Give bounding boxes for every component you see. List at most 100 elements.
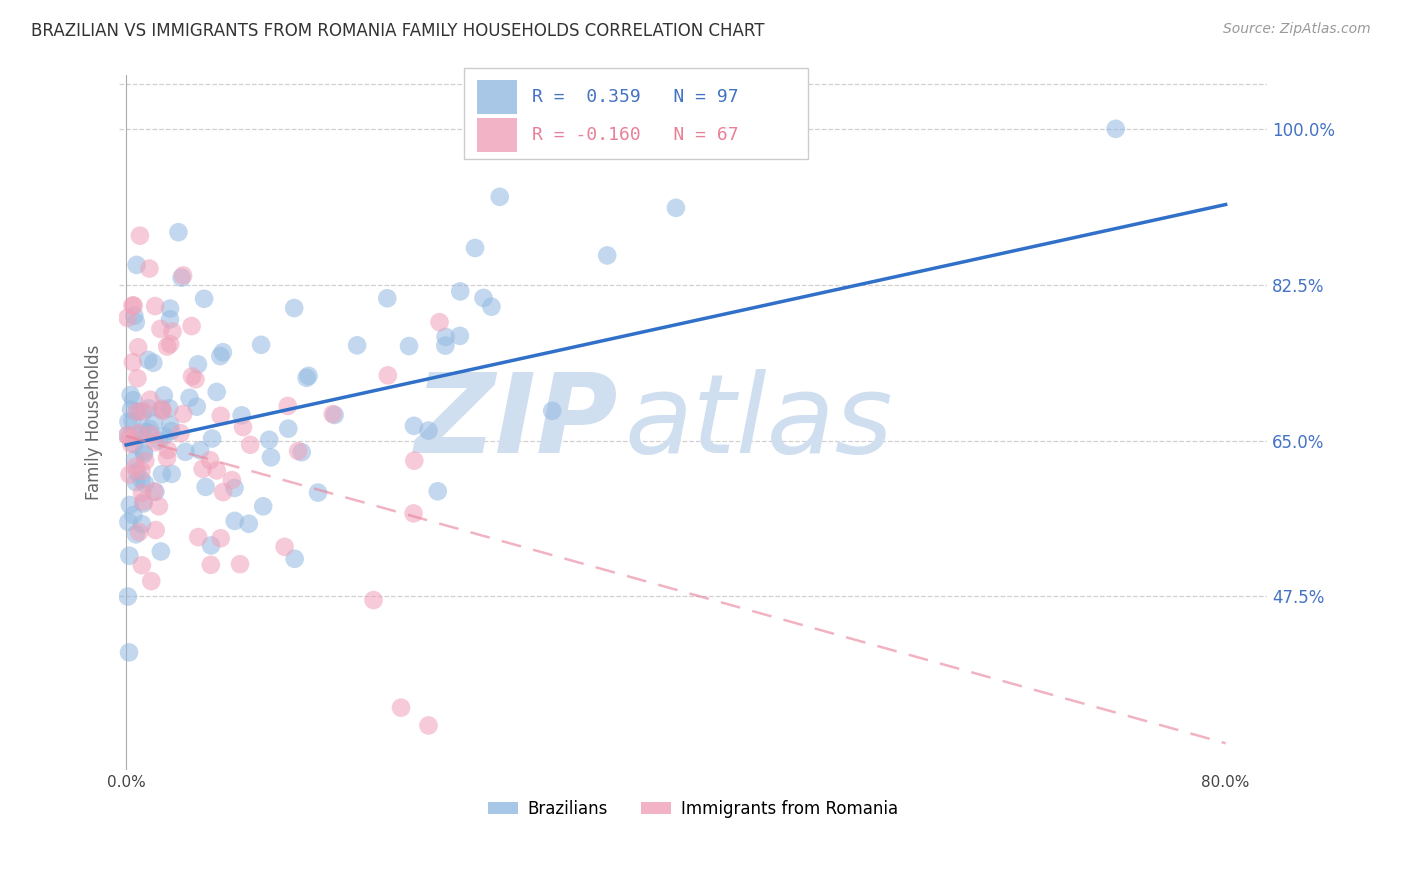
Point xyxy=(143,415,166,429)
Point xyxy=(118,498,141,512)
Point xyxy=(229,557,252,571)
Point xyxy=(120,388,142,402)
Point xyxy=(131,558,153,573)
Point xyxy=(142,356,165,370)
Point xyxy=(167,225,190,239)
Point xyxy=(200,538,222,552)
Point xyxy=(159,301,181,316)
Point xyxy=(127,426,149,441)
Text: R = -0.160   N = 67: R = -0.160 N = 67 xyxy=(533,126,740,145)
Point xyxy=(209,531,232,545)
Point xyxy=(187,357,209,371)
Point xyxy=(156,443,179,458)
Point xyxy=(148,500,170,514)
Point xyxy=(295,371,318,385)
Point xyxy=(117,428,139,442)
Point xyxy=(124,437,146,451)
Point xyxy=(132,444,155,458)
Point xyxy=(134,476,156,491)
Point xyxy=(145,523,167,537)
Point xyxy=(131,517,153,532)
FancyBboxPatch shape xyxy=(477,119,517,152)
Point xyxy=(322,407,344,421)
Point xyxy=(127,340,149,354)
Point xyxy=(121,414,143,428)
Point xyxy=(121,355,143,369)
Point xyxy=(127,371,149,385)
Point xyxy=(150,401,173,416)
Point xyxy=(122,508,145,522)
Point xyxy=(346,338,368,352)
Point xyxy=(132,447,155,461)
Point xyxy=(375,291,398,305)
Point xyxy=(665,201,688,215)
Point xyxy=(131,486,153,500)
FancyBboxPatch shape xyxy=(464,69,808,159)
Point xyxy=(159,337,181,351)
Point xyxy=(429,315,451,329)
Point xyxy=(121,298,143,312)
Point xyxy=(231,409,253,423)
Point xyxy=(141,574,163,588)
Point xyxy=(363,593,385,607)
Point xyxy=(157,401,180,416)
Point xyxy=(238,516,260,531)
Point xyxy=(132,404,155,418)
Point xyxy=(129,427,152,442)
Point xyxy=(596,248,619,262)
Point xyxy=(138,261,160,276)
Point xyxy=(132,496,155,510)
Point xyxy=(159,312,181,326)
Point xyxy=(402,418,425,433)
Point xyxy=(277,399,299,413)
Point xyxy=(232,420,254,434)
Point xyxy=(152,388,174,402)
Point xyxy=(122,393,145,408)
Point xyxy=(212,485,235,500)
Point xyxy=(200,558,222,572)
Point xyxy=(138,401,160,416)
Text: atlas: atlas xyxy=(624,369,893,476)
Point xyxy=(159,417,181,432)
Point xyxy=(148,434,170,448)
Point xyxy=(434,338,457,352)
Point xyxy=(139,427,162,442)
Point xyxy=(188,443,211,458)
Point xyxy=(426,484,449,499)
Point xyxy=(209,409,232,423)
Point xyxy=(136,352,159,367)
Point xyxy=(209,349,232,363)
Point xyxy=(170,270,193,285)
Point xyxy=(153,429,176,443)
Point xyxy=(307,485,329,500)
Point xyxy=(404,453,426,467)
Point xyxy=(273,540,295,554)
Point xyxy=(323,408,346,422)
Point xyxy=(291,445,314,459)
Point xyxy=(124,452,146,467)
Point xyxy=(252,500,274,514)
Point xyxy=(125,459,148,474)
Point xyxy=(180,319,202,334)
Text: BRAZILIAN VS IMMIGRANTS FROM ROMANIA FAMILY HOUSEHOLDS CORRELATION CHART: BRAZILIAN VS IMMIGRANTS FROM ROMANIA FAM… xyxy=(31,22,765,40)
Point xyxy=(120,402,142,417)
Point xyxy=(284,551,307,566)
Point xyxy=(212,345,235,359)
Point xyxy=(152,404,174,418)
Point xyxy=(125,315,148,329)
Point xyxy=(191,462,214,476)
Point xyxy=(250,338,273,352)
Point xyxy=(287,444,309,458)
Point xyxy=(125,527,148,541)
Point xyxy=(125,475,148,490)
Point xyxy=(131,464,153,478)
Point xyxy=(418,718,440,732)
Point xyxy=(283,301,305,315)
Point xyxy=(117,310,139,325)
Point xyxy=(131,405,153,419)
Point xyxy=(125,258,148,272)
Point xyxy=(132,494,155,508)
Point xyxy=(221,473,243,487)
Point xyxy=(277,422,299,436)
Point xyxy=(257,433,280,447)
